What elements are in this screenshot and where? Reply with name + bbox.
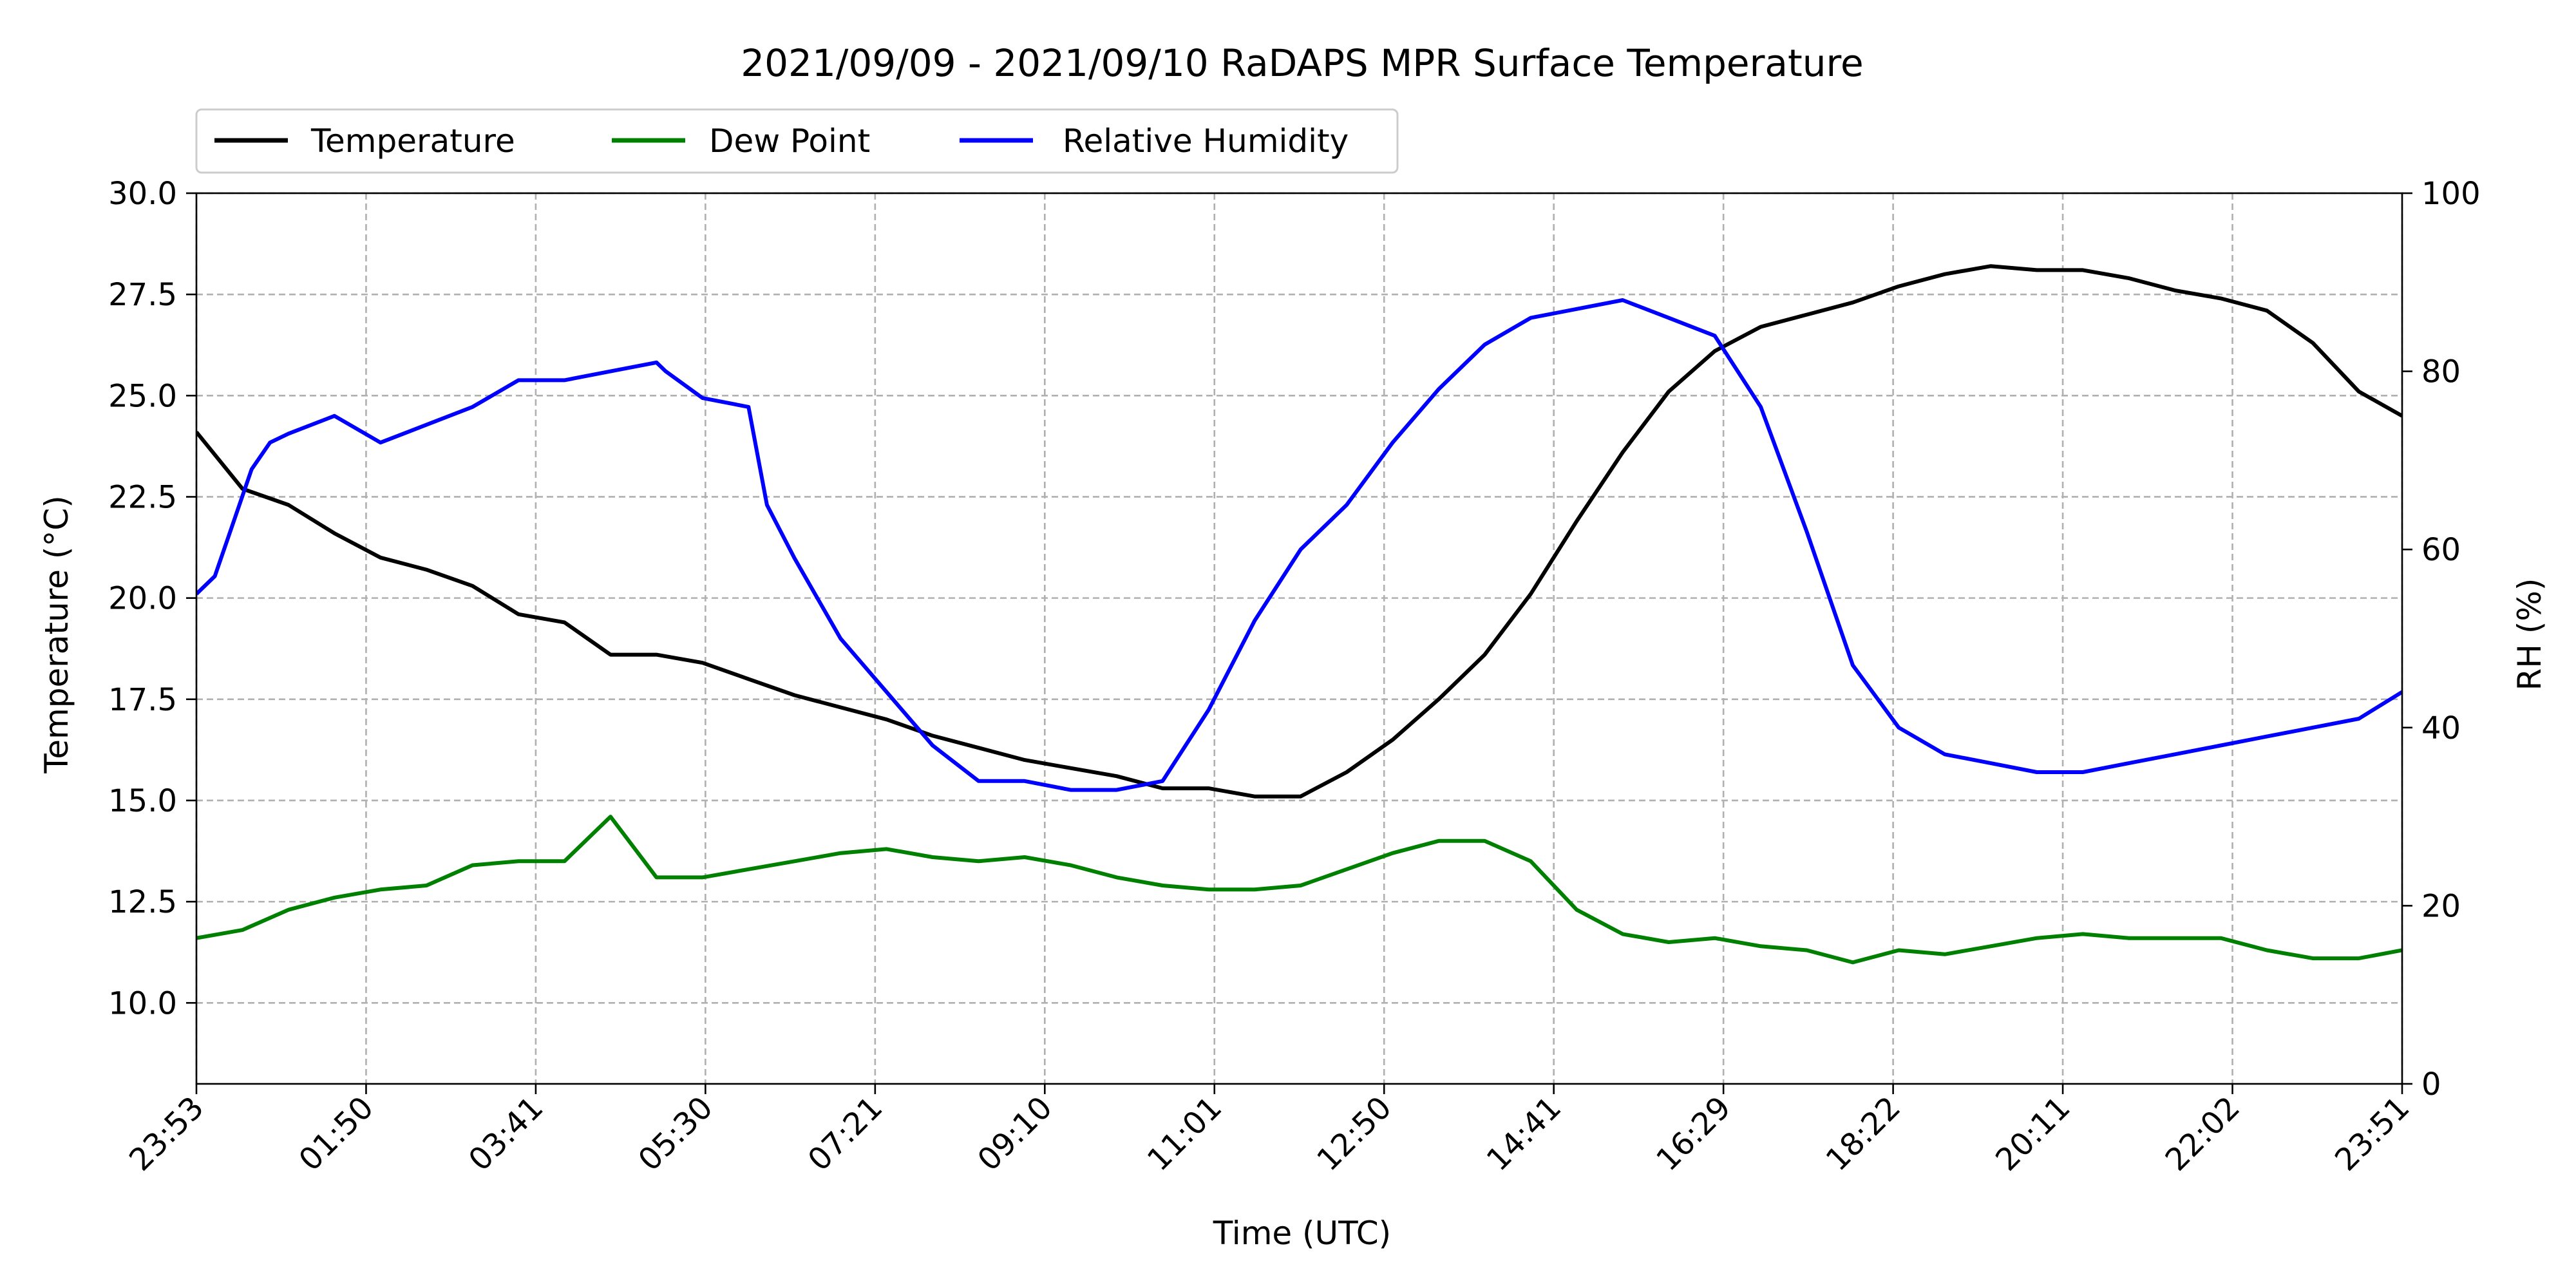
- x-axis-label: Time (UTC): [1213, 1215, 1391, 1252]
- series-layer: [196, 264, 2402, 965]
- x-tick-label: 01:50: [292, 1090, 381, 1178]
- legend-box: [195, 108, 1399, 174]
- x-tick-label: 12:50: [1310, 1090, 1398, 1178]
- plot-frame: [195, 192, 2403, 1085]
- x-tick-label: 23:51: [2328, 1090, 2416, 1178]
- y-axis-left-label: Temperature (°C): [38, 495, 75, 774]
- y-left-tick-label: 17.5: [108, 682, 177, 718]
- x-tick-label: 18:22: [1819, 1090, 1908, 1178]
- legend-item-temperature: Temperature: [214, 122, 515, 160]
- x-tick-label: 03:41: [462, 1090, 550, 1178]
- legend-label-temperature: Temperature: [310, 122, 515, 160]
- grid-layer: [195, 192, 2403, 1084]
- legend-item-dew-point: Dew Point: [612, 122, 870, 160]
- x-tick-label: 23:53: [122, 1090, 211, 1178]
- y-right-tick-label: 0: [2421, 1066, 2441, 1103]
- x-tick-label: 11:01: [1141, 1090, 1229, 1178]
- y-left-tick-label: 27.5: [108, 277, 177, 313]
- y-right-tick-label: 80: [2421, 354, 2461, 390]
- y-left-tick-label: 15.0: [108, 783, 177, 819]
- y-right-tick-label: 100: [2421, 176, 2481, 212]
- x-tick-label: 16:29: [1649, 1090, 1738, 1178]
- x-tick-label: 05:30: [631, 1090, 719, 1178]
- y-left-tick-label: 10.0: [108, 985, 177, 1021]
- y-right-tick-label: 20: [2421, 888, 2461, 924]
- x-tick-label: 22:02: [2159, 1090, 2247, 1178]
- y-right-tick-label: 40: [2421, 710, 2461, 746]
- y-axis-right-label: RH (%): [2511, 578, 2548, 691]
- legend-item-relative-humidity: Relative Humidity: [960, 122, 1349, 160]
- x-tick-label: 07:21: [801, 1090, 889, 1178]
- legend-label-relative-humidity: Relative Humidity: [1063, 122, 1349, 160]
- legend-label-dew-point: Dew Point: [709, 122, 870, 160]
- chart-title: 2021/09/09 - 2021/09/10 RaDAPS MPR Surfa…: [741, 41, 1863, 85]
- x-tick-label: 20:11: [1989, 1090, 2077, 1178]
- y-right-tick-label: 60: [2421, 532, 2461, 568]
- series-line-dew-point: [196, 815, 2402, 965]
- series-line-relative-humidity: [196, 298, 2402, 792]
- series-line-temperature: [196, 264, 2402, 799]
- y-left-tick-label: 12.5: [108, 884, 177, 920]
- y-left-tick-label: 20.0: [108, 581, 177, 617]
- x-tick-label: 14:41: [1480, 1090, 1568, 1178]
- x-tick-label: 09:10: [971, 1090, 1059, 1178]
- y-left-tick-label: 25.0: [108, 378, 177, 414]
- y-left-tick-label: 30.0: [108, 176, 177, 212]
- legend: Temperature Dew Point Relative Humidity: [195, 108, 1399, 174]
- y-left-tick-label: 22.5: [108, 479, 177, 515]
- axes-layer: 23:53 01:50 03:41 05:30 07:21 09:10 11:01 12:50…: [108, 176, 2481, 1178]
